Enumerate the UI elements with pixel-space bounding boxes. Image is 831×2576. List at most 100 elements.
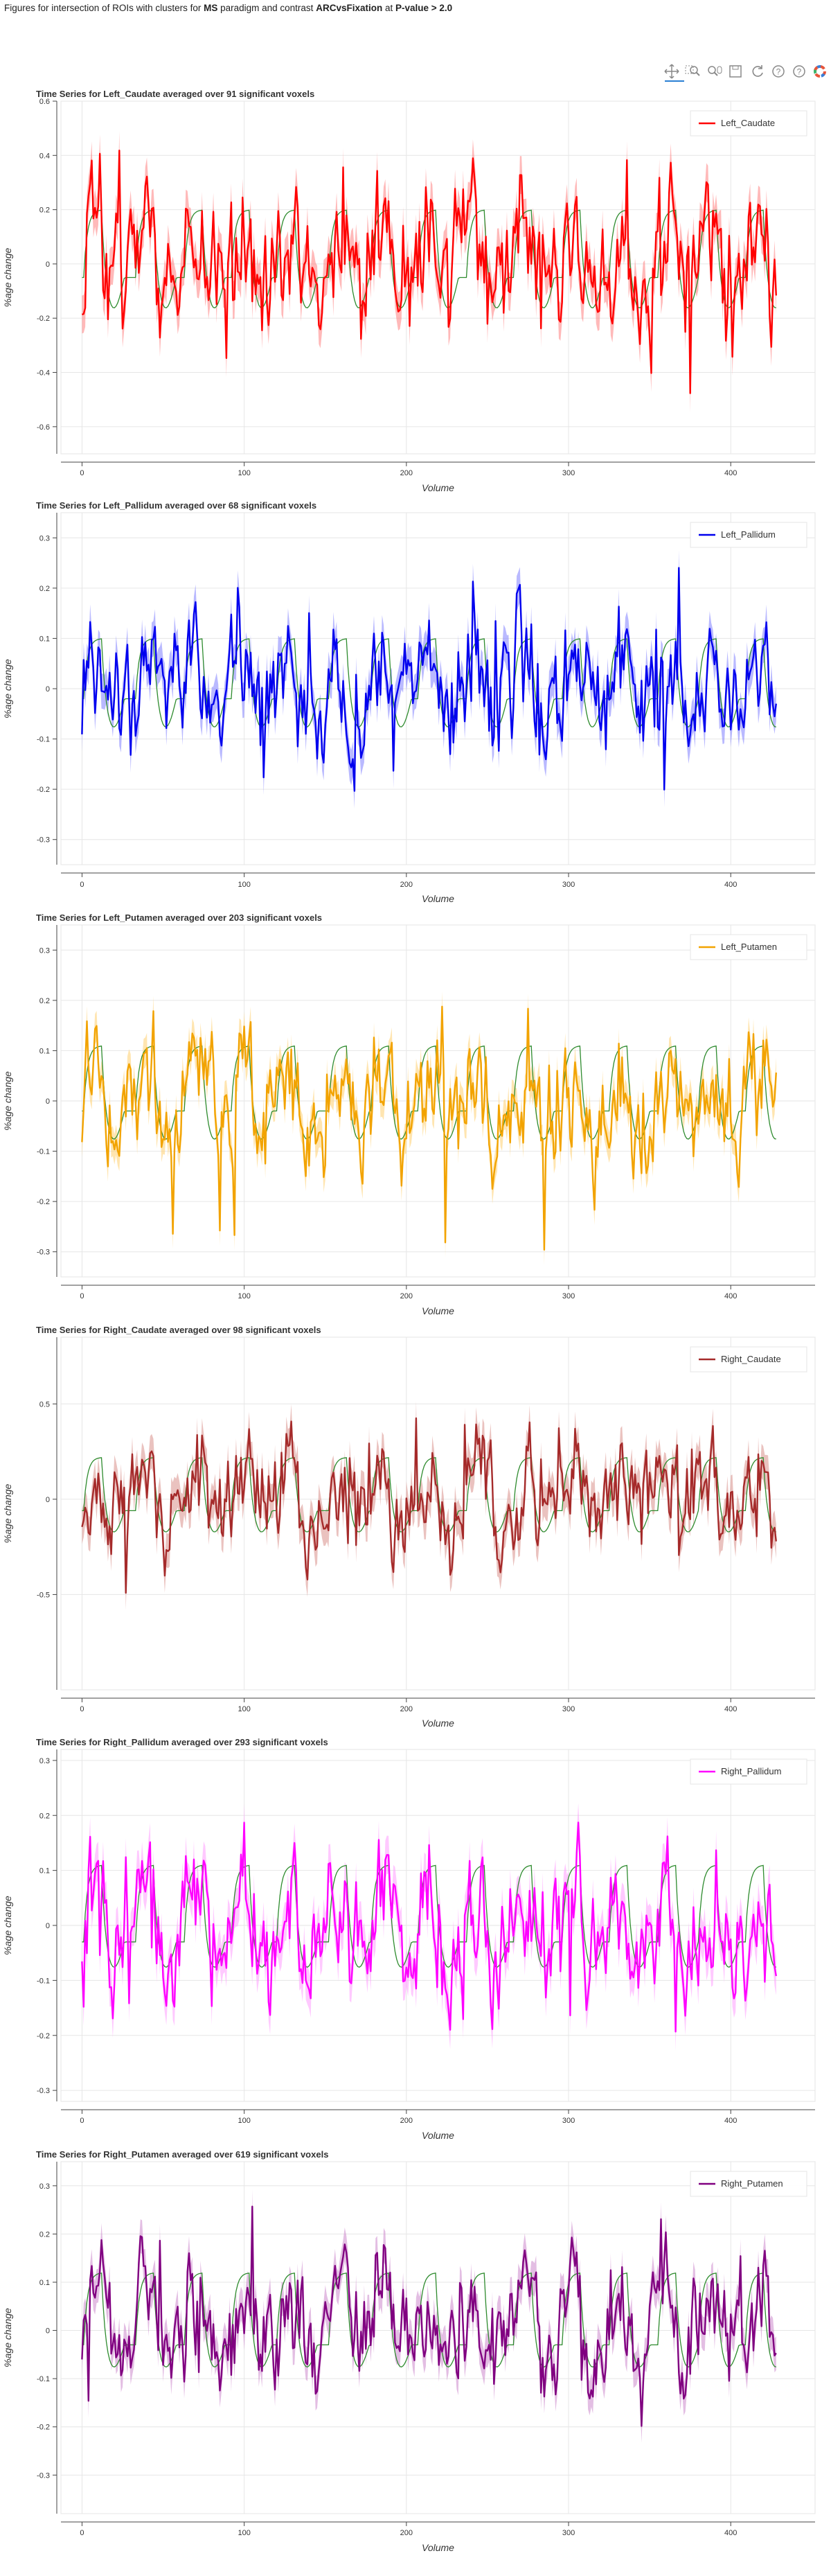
series-line xyxy=(81,1821,777,2033)
wheel-zoom-icon[interactable] xyxy=(706,62,724,80)
box-zoom-icon[interactable] xyxy=(683,62,702,80)
legend: Left_Caudate xyxy=(690,110,807,136)
x-tick-label: 300 xyxy=(562,469,575,477)
y-tick-label: -0.2 xyxy=(37,786,50,794)
y-tick-label: -0.3 xyxy=(37,2471,50,2480)
x-tick-label: 200 xyxy=(400,469,413,477)
save-icon[interactable] xyxy=(726,62,744,80)
y-tick-label: -0.3 xyxy=(37,1249,50,1257)
x-tick-label: 400 xyxy=(724,1292,737,1300)
y-tick-label: 0.1 xyxy=(39,2279,50,2287)
legend-label: Right_Putamen xyxy=(721,2178,783,2189)
legend-label: Left_Caudate xyxy=(721,118,775,128)
legend-label: Right_Pallidum xyxy=(721,1766,781,1776)
chart-0: Time Series for Left_Caudate averaged ov… xyxy=(2,89,816,493)
x-tick-label: 300 xyxy=(562,2117,575,2125)
y-tick-label: -0.2 xyxy=(37,1198,50,1206)
x-tick-label: 200 xyxy=(400,1292,413,1300)
y-tick-label: 0 xyxy=(46,1922,50,1930)
y-tick-label: -0.3 xyxy=(37,836,50,845)
y-tick-label: -0.6 xyxy=(37,423,50,432)
x-axis-label: Volume xyxy=(422,1718,454,1729)
y-tick-label: 0.5 xyxy=(39,1400,50,1409)
x-tick-label: 100 xyxy=(238,2117,250,2125)
active-tool-indicator xyxy=(665,80,684,82)
y-tick-label: 0.6 xyxy=(39,98,50,106)
legend: Right_Caudate xyxy=(690,1346,807,1373)
y-tick-label: 0 xyxy=(46,685,50,694)
legend-label: Left_Putamen xyxy=(721,942,777,952)
reset-icon[interactable] xyxy=(749,62,767,80)
y-tick-label: -0.5 xyxy=(37,1591,50,1599)
y-tick-label: 0.2 xyxy=(39,206,50,215)
x-tick-label: 400 xyxy=(724,2117,737,2125)
chart-title: Time Series for Left_Pallidum averaged o… xyxy=(36,500,316,511)
x-tick-label: 0 xyxy=(80,2117,84,2125)
error-band xyxy=(82,131,776,413)
x-tick-label: 0 xyxy=(80,2529,84,2537)
title-part-1: MS xyxy=(204,3,218,13)
y-tick-label: -0.1 xyxy=(37,1977,50,1985)
x-tick-label: 400 xyxy=(724,1705,737,1713)
pan-icon[interactable] xyxy=(663,62,681,80)
y-tick-label: 0.1 xyxy=(39,635,50,643)
y-tick-label: -0.2 xyxy=(37,2032,50,2040)
x-axis-label: Volume xyxy=(422,893,454,904)
y-tick-label: 0.4 xyxy=(39,152,50,160)
chart-1: Time Series for Left_Pallidum averaged o… xyxy=(2,500,816,904)
x-tick-label: 100 xyxy=(238,881,250,889)
title-part-4: at xyxy=(382,3,395,13)
x-tick-label: 200 xyxy=(400,2529,413,2537)
y-tick-label: 0.2 xyxy=(39,997,50,1005)
x-axis-label: Volume xyxy=(422,2542,454,2553)
y-tick-label: -0.2 xyxy=(37,315,50,323)
y-tick-label: 0.3 xyxy=(39,534,50,542)
error-band xyxy=(82,1401,776,1610)
series-line xyxy=(81,150,777,394)
chart-5: Time Series for Right_Putamen averaged o… xyxy=(2,2149,816,2553)
x-tick-label: 0 xyxy=(80,469,84,477)
x-tick-label: 300 xyxy=(562,1705,575,1713)
chart-2: Time Series for Left_Putamen averaged ov… xyxy=(2,912,816,1316)
help-icon[interactable]: ? xyxy=(769,62,787,80)
y-tick-label: 0.2 xyxy=(39,585,50,593)
x-tick-label: 400 xyxy=(724,881,737,889)
legend: Right_Putamen xyxy=(690,2171,807,2197)
x-tick-label: 200 xyxy=(400,1705,413,1713)
series-line xyxy=(81,1417,777,1594)
x-tick-label: 300 xyxy=(562,881,575,889)
legend: Left_Pallidum xyxy=(690,522,807,548)
y-tick-label: -0.4 xyxy=(37,369,50,378)
bokeh-logo-icon[interactable] xyxy=(811,62,829,80)
x-tick-label: 200 xyxy=(400,2117,413,2125)
chart-title: Time Series for Right_Caudate averaged o… xyxy=(36,1325,321,1335)
x-tick-label: 0 xyxy=(80,1705,84,1713)
chart-title: Time Series for Right_Pallidum averaged … xyxy=(36,1737,328,1747)
y-tick-label: -0.1 xyxy=(37,736,50,744)
x-tick-label: 100 xyxy=(238,2529,250,2537)
plot-toolbar: ?? xyxy=(663,62,829,83)
y-axis-label: %age change xyxy=(2,1896,13,1955)
y-tick-label: 0.2 xyxy=(39,1812,50,1820)
y-axis-label: %age change xyxy=(2,1483,13,1543)
svg-text:?: ? xyxy=(797,67,802,77)
y-tick-label: 0.3 xyxy=(39,2182,50,2191)
chart-title: Time Series for Left_Caudate averaged ov… xyxy=(36,89,314,99)
y-tick-label: -0.3 xyxy=(37,2087,50,2095)
y-tick-label: 0 xyxy=(46,1097,50,1106)
y-tick-label: 0.3 xyxy=(39,946,50,955)
hover-icon[interactable]: ? xyxy=(790,62,808,80)
legend-label: Right_Caudate xyxy=(721,1354,781,1364)
y-tick-label: 0.3 xyxy=(39,1757,50,1765)
y-axis-label: %age change xyxy=(2,247,13,307)
model-series-line xyxy=(82,2273,776,2368)
x-tick-label: 100 xyxy=(238,1292,250,1300)
x-axis-label: Volume xyxy=(422,2130,454,2141)
title-part-0: Figures for intersection of ROIs with cl… xyxy=(4,3,204,13)
series-line xyxy=(81,567,777,792)
y-tick-label: -0.1 xyxy=(37,1148,50,1156)
x-axis-label: Volume xyxy=(422,1305,454,1316)
x-tick-label: 100 xyxy=(238,469,250,477)
svg-text:?: ? xyxy=(776,67,781,77)
x-tick-label: 0 xyxy=(80,881,84,889)
